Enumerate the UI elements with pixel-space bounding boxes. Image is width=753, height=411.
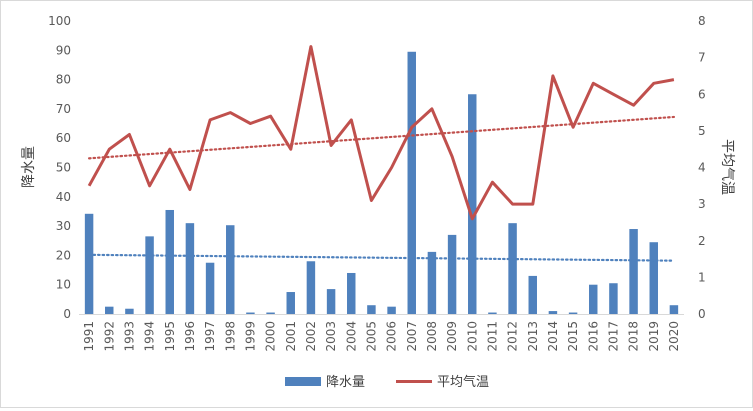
- y-left-tick-label: 60: [56, 131, 71, 145]
- precipitation-bar: [427, 251, 437, 314]
- x-tick-label: 1993: [122, 321, 136, 352]
- x-tick-label: 1998: [223, 321, 237, 352]
- x-tick-label: 2015: [566, 321, 580, 352]
- x-tick-label: 2007: [405, 321, 419, 352]
- x-tick-label: 2013: [526, 321, 540, 352]
- x-tick-label: 2019: [647, 321, 661, 352]
- y-left-tick-label: 70: [56, 102, 71, 116]
- y-left-tick-label: 90: [56, 43, 71, 57]
- y-right-tick-label: 1: [698, 270, 706, 284]
- y-left-tick-label: 10: [56, 278, 71, 292]
- x-tick-label: 2016: [586, 321, 600, 352]
- x-tick-label: 2003: [324, 321, 338, 352]
- x-tick-label: 2012: [506, 321, 520, 352]
- y-right-tick-label: 3: [698, 197, 706, 211]
- x-tick-label: 1999: [243, 321, 257, 352]
- precipitation-bar: [266, 312, 275, 314]
- y-right-tick-label: 4: [698, 161, 706, 175]
- x-tick-label: 2004: [344, 321, 358, 352]
- precipitation-bar: [468, 94, 477, 314]
- precipitation-bar: [246, 312, 255, 314]
- x-tick-label: 1991: [82, 321, 96, 352]
- y-left-tick-label: 20: [56, 248, 71, 262]
- precipitation-bar: [306, 261, 316, 314]
- x-tick-label: 2001: [284, 321, 298, 352]
- temperature-trendline: [87, 115, 676, 160]
- precipitation-bar: [488, 312, 497, 314]
- legend-label-precipitation: 降水量: [326, 375, 365, 390]
- y-right-tick-label: 2: [698, 234, 706, 248]
- precipitation-bar: [407, 51, 416, 314]
- y-left-tick-label: 0: [63, 307, 71, 321]
- x-tick-label: 2018: [627, 321, 641, 352]
- x-tick-label: 2006: [385, 321, 399, 352]
- legend-label-temperature: 平均气温: [437, 374, 489, 390]
- y-left-tick-label: 50: [56, 161, 71, 175]
- precipitation-bar: [205, 262, 215, 314]
- precipitation-bar: [629, 229, 638, 314]
- precipitation-bar: [226, 225, 235, 314]
- precipitation-bar: [649, 242, 658, 314]
- precipitation-bar: [367, 305, 376, 314]
- x-tick-label: 2014: [546, 321, 560, 352]
- precipitation-bar: [326, 289, 336, 314]
- x-tick-label: 2010: [465, 321, 479, 352]
- precipitation-bar: [125, 308, 134, 314]
- precipitation-bar: [568, 312, 578, 314]
- y-left-tick-label: 30: [56, 219, 71, 233]
- precipitation-bar: [84, 213, 94, 314]
- precipitation-bar: [447, 234, 457, 314]
- precipitation-bar: [347, 272, 356, 314]
- precipitation-bar: [528, 275, 537, 314]
- y-axis-left-title: 降水量: [21, 146, 37, 188]
- precipitation-bar: [165, 209, 174, 314]
- y-right-tick-label: 0: [698, 307, 706, 321]
- y-right-tick-label: 8: [698, 14, 706, 28]
- x-tick-label: 1997: [203, 321, 217, 352]
- precipitation-bar: [105, 306, 114, 314]
- legend: 降水量 平均气温: [285, 374, 489, 390]
- precipitation-bar: [508, 223, 517, 314]
- x-tick-label: 1992: [102, 321, 116, 352]
- precipitation-trendline: [87, 253, 676, 262]
- y-left-tick-label: 40: [56, 190, 71, 204]
- x-tick-label: 2009: [445, 321, 459, 352]
- x-tick-label: 2017: [606, 321, 620, 352]
- x-tick-label: 1996: [183, 321, 197, 352]
- precipitation-bar: [286, 292, 295, 314]
- y-axis-right-title: 平均气温: [719, 139, 735, 195]
- x-tick-label: 2008: [425, 321, 439, 352]
- plot-area: 0 10 20 30 40 50 60 70 80 90 100 0 1 2 3 4 5 6 7 8 1991 1992 1…: [48, 14, 706, 352]
- precipitation-bar: [669, 305, 679, 314]
- y-right-tick-label: 5: [698, 124, 706, 138]
- legend-swatch-precipitation: [285, 377, 321, 386]
- precipitation-bar: [185, 223, 195, 314]
- x-tick-label: 2011: [485, 321, 499, 352]
- precipitation-bar: [609, 283, 618, 314]
- x-tick-label: 1995: [163, 321, 177, 352]
- y-left-tick-label: 80: [56, 73, 71, 87]
- y-left-tick-label: 100: [48, 14, 71, 28]
- x-tick-label: 1994: [143, 321, 157, 352]
- precipitation-bar: [589, 284, 598, 314]
- precipitation-bar: [387, 306, 396, 314]
- x-tick-label: 2020: [667, 321, 681, 352]
- x-tick-label: 2002: [304, 321, 318, 352]
- x-tick-label: 2000: [264, 321, 278, 352]
- temperature-line: [87, 45, 675, 221]
- x-tick-label: 2005: [364, 321, 378, 352]
- precipitation-bar: [548, 311, 558, 314]
- y-right-tick-label: 7: [698, 51, 706, 65]
- y-right-tick-label: 6: [698, 87, 706, 101]
- precipitation-bar: [145, 236, 154, 314]
